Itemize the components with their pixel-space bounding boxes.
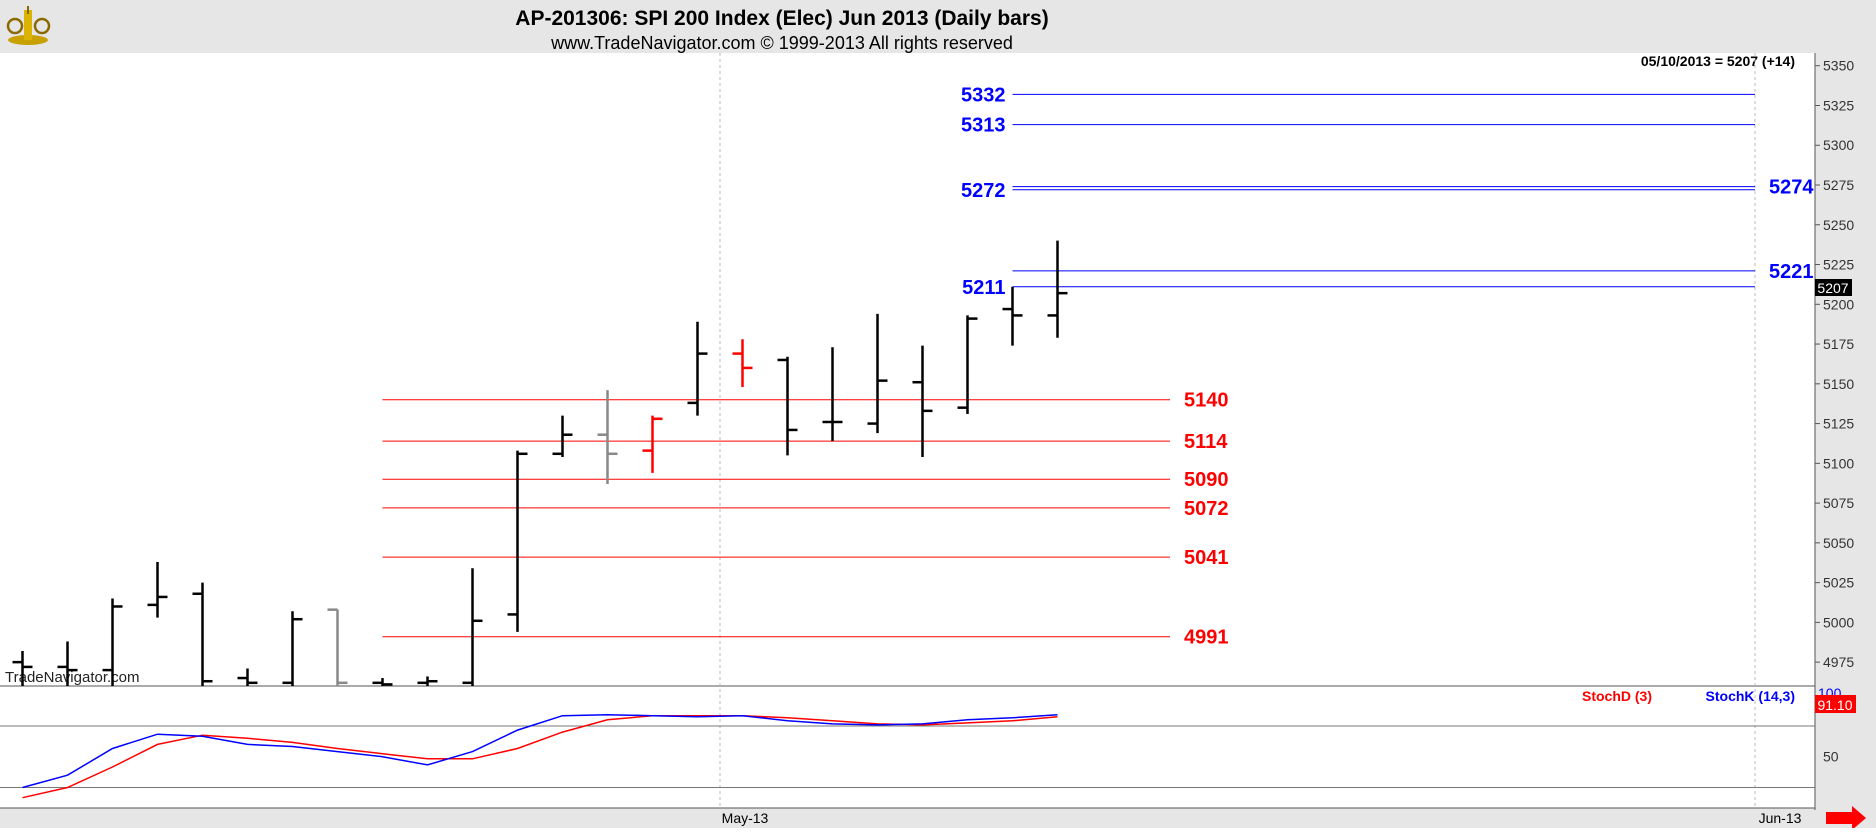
ohlc-bar	[327, 608, 348, 686]
stoch-value-marker	[1815, 695, 1856, 713]
ohlc-bar	[822, 347, 843, 442]
y-tick-label: 5300	[1823, 137, 1854, 153]
y-tick-label: 5025	[1823, 575, 1854, 591]
scroll-right-arrow-icon[interactable]	[1826, 806, 1866, 830]
level-label: 5140	[1184, 390, 1229, 412]
chart-subtitle: www.TradeNavigator.com © 1999-2013 All r…	[550, 33, 1013, 53]
ohlc-bar	[912, 345, 933, 457]
y-tick-label: 5125	[1823, 416, 1854, 432]
trade-navigator-logo-icon	[6, 6, 51, 45]
stoch-value-label: 91.10	[1817, 697, 1852, 713]
y-tick-label: 5225	[1823, 257, 1854, 273]
ohlc-bar	[102, 598, 123, 686]
y-tick-label: 5200	[1823, 296, 1854, 312]
ohlc-bar	[192, 582, 213, 686]
y-tick-label: 5250	[1823, 217, 1854, 233]
y-tick-label: 5175	[1823, 336, 1854, 352]
ohlc-bar	[1047, 240, 1068, 338]
level-label: 5090	[1184, 469, 1229, 491]
y-tick-label: 5275	[1823, 177, 1854, 193]
price-axis-ticks: 4975 5000 5025 5050 5075 5100 5125 5150 5175 5200…	[1815, 58, 1854, 670]
y-tick-label: 5100	[1823, 455, 1854, 471]
ohlc-bar	[957, 315, 978, 415]
ohlc-bar	[732, 339, 753, 387]
x-tick-label: Jun-13	[1759, 810, 1802, 826]
ohlc-bar	[282, 611, 303, 686]
last-price-marker	[1815, 279, 1852, 296]
ohlc-bar	[147, 561, 168, 618]
last-price-label: 5207	[1817, 280, 1848, 296]
ohlc-bar	[417, 676, 438, 686]
chart-title: AP-201306: SPI 200 Index (Elec) Jun 2013…	[515, 7, 1048, 30]
y-tick-label: 5000	[1823, 614, 1854, 630]
ohlc-bar	[597, 390, 618, 485]
ohlc-bar	[777, 356, 798, 456]
y-tick-label: 4975	[1823, 654, 1854, 670]
projection-levels: 5332 5313 5272 5274 5221 5211 5140 5114 5090 5072…	[382, 84, 1814, 649]
level-label: 5041	[1184, 547, 1229, 569]
level-label: 5221	[1769, 261, 1814, 283]
ohlc-bar	[372, 678, 393, 686]
ohlc-bar	[552, 415, 573, 457]
time-axis-labels: May-13 Jun-13	[722, 810, 1802, 826]
level-label: 5313	[961, 115, 1006, 137]
time-axis-panel	[0, 808, 1876, 828]
level-label: 5211	[962, 277, 1005, 299]
level-label: 5114	[1184, 431, 1228, 453]
stoch-tick-label: 50	[1823, 749, 1839, 765]
y-tick-label: 5325	[1823, 97, 1854, 113]
level-label: 5274	[1769, 177, 1814, 199]
stoch-k-legend: StochK (14,3)	[1706, 688, 1795, 704]
y-tick-label: 5050	[1823, 535, 1854, 551]
watermark: TradeNavigator.com	[5, 669, 140, 686]
bars-clip-group	[12, 240, 1068, 686]
stoch-k-line	[22, 713, 1058, 789]
stochastic-panel: 50	[0, 713, 1839, 799]
stoch-d-legend: StochD (3)	[1582, 688, 1652, 704]
ohlc-bar	[687, 321, 708, 416]
price-axis-panel	[1815, 53, 1876, 810]
y-tick-label: 5150	[1823, 376, 1854, 392]
price-bars	[12, 240, 1068, 686]
y-tick-label: 5075	[1823, 495, 1854, 511]
ohlc-bar	[57, 641, 78, 686]
ohlc-bar	[12, 651, 33, 686]
level-label: 5072	[1184, 498, 1229, 520]
y-tick-label: 5350	[1823, 58, 1854, 74]
ohlc-bar	[642, 415, 663, 473]
level-label: 4991	[1184, 627, 1229, 649]
x-tick-label: May-13	[722, 810, 769, 826]
title-bar	[0, 0, 1876, 53]
level-label: 5272	[961, 180, 1006, 202]
ohlc-bar	[462, 568, 483, 686]
level-label: 5332	[961, 84, 1006, 106]
ohlc-bar	[1002, 286, 1023, 346]
ohlc-bar	[867, 313, 888, 434]
ohlc-bar	[507, 450, 528, 632]
last-price-note: 05/10/2013 = 5207 (+14)	[1641, 53, 1795, 69]
ohlc-bar	[237, 668, 258, 686]
